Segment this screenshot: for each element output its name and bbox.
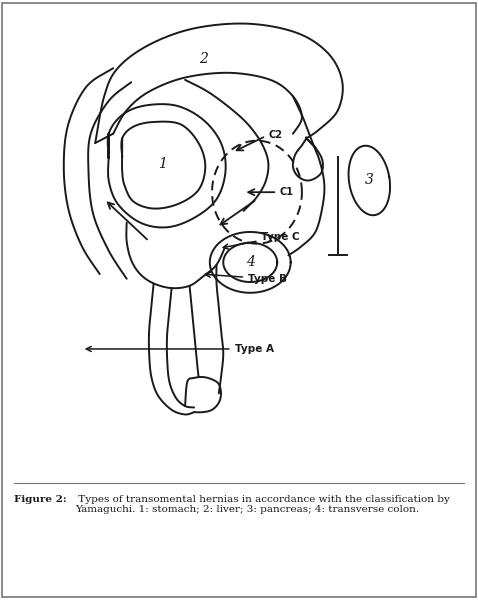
Text: Figure 2:: Figure 2:	[14, 494, 67, 503]
Text: 1: 1	[158, 157, 167, 171]
Text: 3: 3	[365, 173, 374, 187]
Text: Type A: Type A	[86, 344, 273, 354]
Text: Types of transomental hernias in accordance with the classification by Yamaguchi: Types of transomental hernias in accorda…	[75, 494, 450, 514]
Text: 4: 4	[246, 256, 255, 269]
Text: Type C: Type C	[223, 232, 300, 249]
Text: C2: C2	[268, 130, 282, 140]
Text: 2: 2	[199, 52, 207, 66]
Text: C1: C1	[280, 187, 293, 197]
Text: Type B: Type B	[205, 272, 287, 284]
